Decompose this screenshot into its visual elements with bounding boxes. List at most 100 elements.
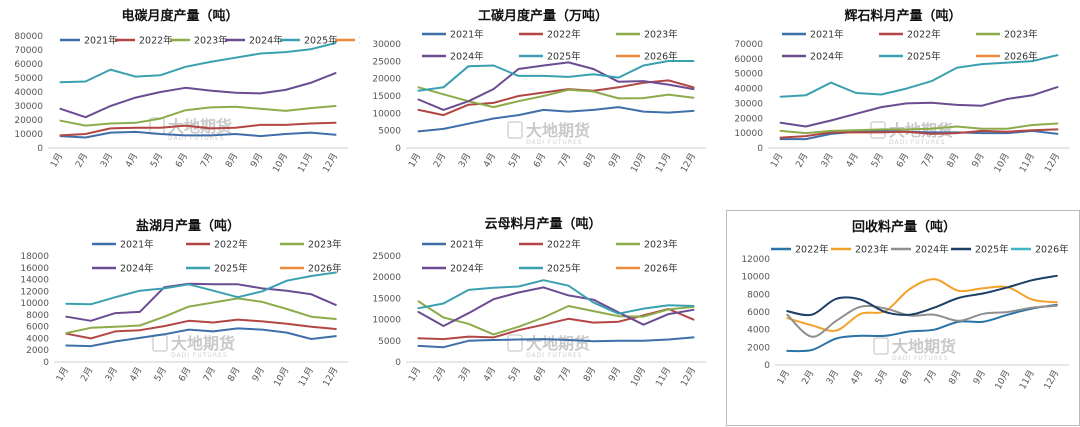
legend-label: 2026年 — [644, 263, 678, 275]
y-tick-label: 10000 — [734, 129, 763, 139]
x-tick-label: 3月 — [456, 365, 473, 383]
chart-title: 云母料月产量（吨） — [484, 216, 601, 232]
watermark-text: 大地期货 — [889, 121, 953, 140]
x-tick-label: 6月 — [177, 365, 194, 383]
y-tick-label: 15000 — [372, 294, 401, 304]
x-tick-label: 4月 — [481, 365, 498, 383]
legend-label: 2021年 — [810, 29, 844, 41]
x-tick-label: 2月 — [800, 368, 817, 386]
chart-title: 工碳月度产量（万吨） — [478, 8, 608, 24]
y-tick-label: 10000 — [372, 109, 401, 119]
x-tick-label: 5月 — [506, 151, 523, 169]
x-tick-label: 11月 — [1017, 368, 1037, 391]
series-line-2022年 — [59, 121, 337, 137]
x-tick-label: 4月 — [481, 151, 498, 169]
series-line-2023年 — [59, 105, 337, 127]
x-tick-label: 12月 — [1042, 368, 1062, 391]
x-tick-label: 12月 — [679, 365, 699, 388]
legend-label: 2022年 — [139, 35, 173, 47]
series-line-2021年 — [65, 327, 337, 348]
y-tick-label: 15000 — [372, 92, 401, 102]
x-tick-label: 1月 — [48, 151, 65, 169]
chart-title: 辉石料月产量（吨） — [844, 8, 961, 24]
legend-label: 2023年 — [855, 244, 889, 256]
y-tick-label: 30000 — [14, 102, 43, 112]
series-line-2021年 — [417, 336, 695, 349]
x-tick-label: 9月 — [248, 151, 265, 169]
x-tick-label: 1月 — [775, 368, 792, 386]
chart-title: 回收料产量（吨） — [852, 219, 956, 235]
x-tick-label: 2月 — [431, 151, 448, 169]
series-line-2025年 — [417, 279, 695, 315]
y-tick-label: 6000 — [26, 323, 49, 333]
series-line-2025年 — [59, 42, 337, 84]
x-tick-label: 12月 — [321, 365, 341, 388]
legend-label: 2024年 — [450, 263, 484, 275]
watermark-subtext: DADI FUTURES — [892, 355, 949, 362]
watermark-text: 大地期货 — [892, 337, 956, 356]
series-line-2023年 — [779, 122, 1059, 135]
watermark-subtext: DADI FUTURES — [168, 135, 225, 142]
x-tick-label: 7月 — [198, 151, 215, 169]
x-tick-label: 10月 — [271, 151, 291, 174]
x-tick-label: 11月 — [296, 365, 316, 388]
chart-electric-carbon: 电碳月度产量（吨） 大地期货 DADI FUTURES 0 10000 20000 3000… — [0, 0, 360, 212]
y-tick-label: 4000 — [747, 326, 770, 336]
legend-label: 2021年 — [450, 239, 484, 251]
y-tick-label: 25000 — [372, 57, 401, 67]
legend-label: 2024年 — [915, 244, 949, 256]
y-tick-label: 20000 — [372, 273, 401, 283]
series-line-2024年 — [417, 61, 695, 111]
y-tick-label: 80000 — [14, 32, 43, 42]
legend-label: 2022年 — [547, 29, 581, 41]
x-tick-label: 1月 — [406, 365, 423, 383]
chart-pyroxene: 辉石料月产量（吨） 大地期货 DADI FUTURES 0 10000 20000 3000… — [726, 0, 1080, 212]
x-tick-label: 6月 — [894, 151, 911, 169]
x-tick-label: 10月 — [993, 368, 1013, 391]
chart-industrial-carbon: 工碳月度产量（万吨） 大地期货 DADI FUTURES 0 5000 10000 1500… — [366, 0, 720, 212]
legend-label: 2024年 — [249, 35, 283, 47]
x-tick-label: 9月 — [250, 365, 267, 383]
watermark-subtext: DADI FUTURES — [889, 139, 946, 146]
series-line-2025年 — [417, 60, 695, 92]
series-line-2022年 — [779, 128, 1059, 139]
legend-label: 2025年 — [547, 51, 581, 63]
x-tick-label: 10月 — [629, 365, 649, 388]
x-tick-label: 8月 — [947, 368, 964, 386]
y-tick-label: 2000 — [747, 343, 770, 353]
x-tick-label: 3月 — [819, 151, 836, 169]
x-tick-label: 8月 — [226, 365, 243, 383]
y-tick-label: 60000 — [14, 60, 43, 70]
x-tick-label: 5月 — [506, 365, 523, 383]
y-tick-label: 12000 — [741, 255, 770, 265]
series-line-2021年 — [417, 106, 695, 133]
legend-label: 2026年 — [644, 51, 678, 63]
x-tick-label: 10月 — [272, 365, 292, 388]
x-tick-label: 7月 — [919, 151, 936, 169]
x-tick-label: 5月 — [148, 151, 165, 169]
x-tick-label: 11月 — [654, 151, 674, 174]
legend-label: 2026年 — [1004, 51, 1038, 63]
x-tick-label: 9月 — [970, 151, 987, 169]
chart-mica: 云母料月产量（吨） 大地期货 DADI FUTURES 0 5000 10000 15000… — [366, 212, 720, 426]
x-tick-label: 9月 — [971, 368, 988, 386]
chart-title: 电碳月度产量（吨） — [121, 8, 238, 24]
y-tick-label: 0 — [43, 358, 49, 368]
legend-label: 2022年 — [795, 244, 829, 256]
x-tick-label: 8月 — [581, 151, 598, 169]
watermark-logo-icon — [507, 121, 523, 139]
series-line-2024年 — [417, 286, 695, 327]
series-line-2025年 — [779, 54, 1059, 98]
legend-label: 2024年 — [450, 51, 484, 63]
x-tick-label: 3月 — [456, 151, 473, 169]
y-tick-label: 20000 — [734, 114, 763, 124]
x-tick-label: 2月 — [79, 365, 96, 383]
y-tick-label: 10000 — [20, 299, 49, 309]
x-tick-label: 11月 — [1017, 151, 1037, 174]
y-tick-label: 8000 — [747, 290, 770, 300]
series-line-2022年 — [65, 318, 337, 340]
x-tick-label: 6月 — [531, 151, 548, 169]
legend-label: 2025年 — [547, 263, 581, 275]
x-tick-label: 12月 — [679, 151, 699, 174]
x-tick-label: 4月 — [128, 365, 145, 383]
